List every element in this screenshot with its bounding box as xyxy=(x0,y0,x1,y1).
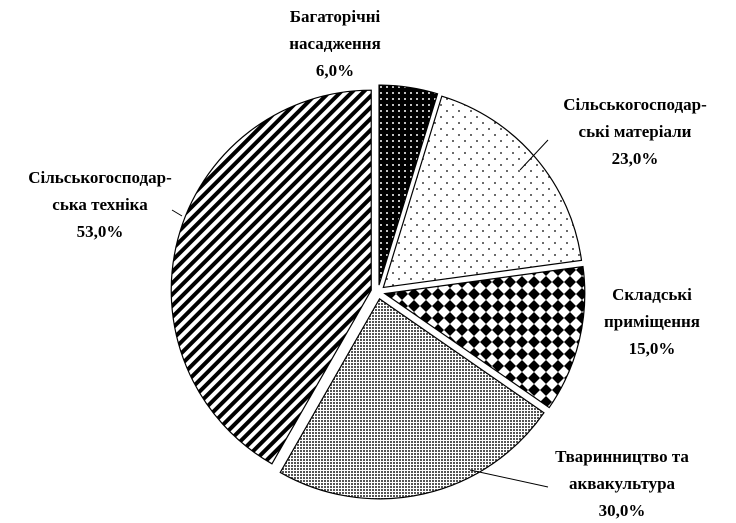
labels: Багаторічні насадження 6,0% Сільськогоспода… xyxy=(28,7,707,520)
slice-label: Складські приміщення xyxy=(604,285,700,331)
pie xyxy=(170,84,586,500)
pie-slice xyxy=(382,95,583,289)
value-label: 6,0% xyxy=(316,61,354,80)
pie-slice xyxy=(279,297,545,500)
value-label: 30,0% xyxy=(599,501,646,520)
slice-label: Багаторічні насадження xyxy=(289,7,381,53)
slice-label: Сільськогосподар-ська техніка xyxy=(28,168,172,214)
pie-slice xyxy=(383,265,586,409)
pie-slice xyxy=(378,84,439,286)
leader-line xyxy=(469,469,549,488)
value-label: 53,0% xyxy=(77,222,124,241)
pie-slice xyxy=(170,89,372,465)
slice-label: Тваринництво та аквакультура xyxy=(555,447,689,493)
leader-line xyxy=(519,139,549,171)
leader-line xyxy=(171,209,183,217)
value-label: 15,0% xyxy=(629,339,676,358)
value-label: 23,0% xyxy=(612,149,659,168)
slice-label: Сільськогосподар-ські матеріали xyxy=(563,95,707,141)
